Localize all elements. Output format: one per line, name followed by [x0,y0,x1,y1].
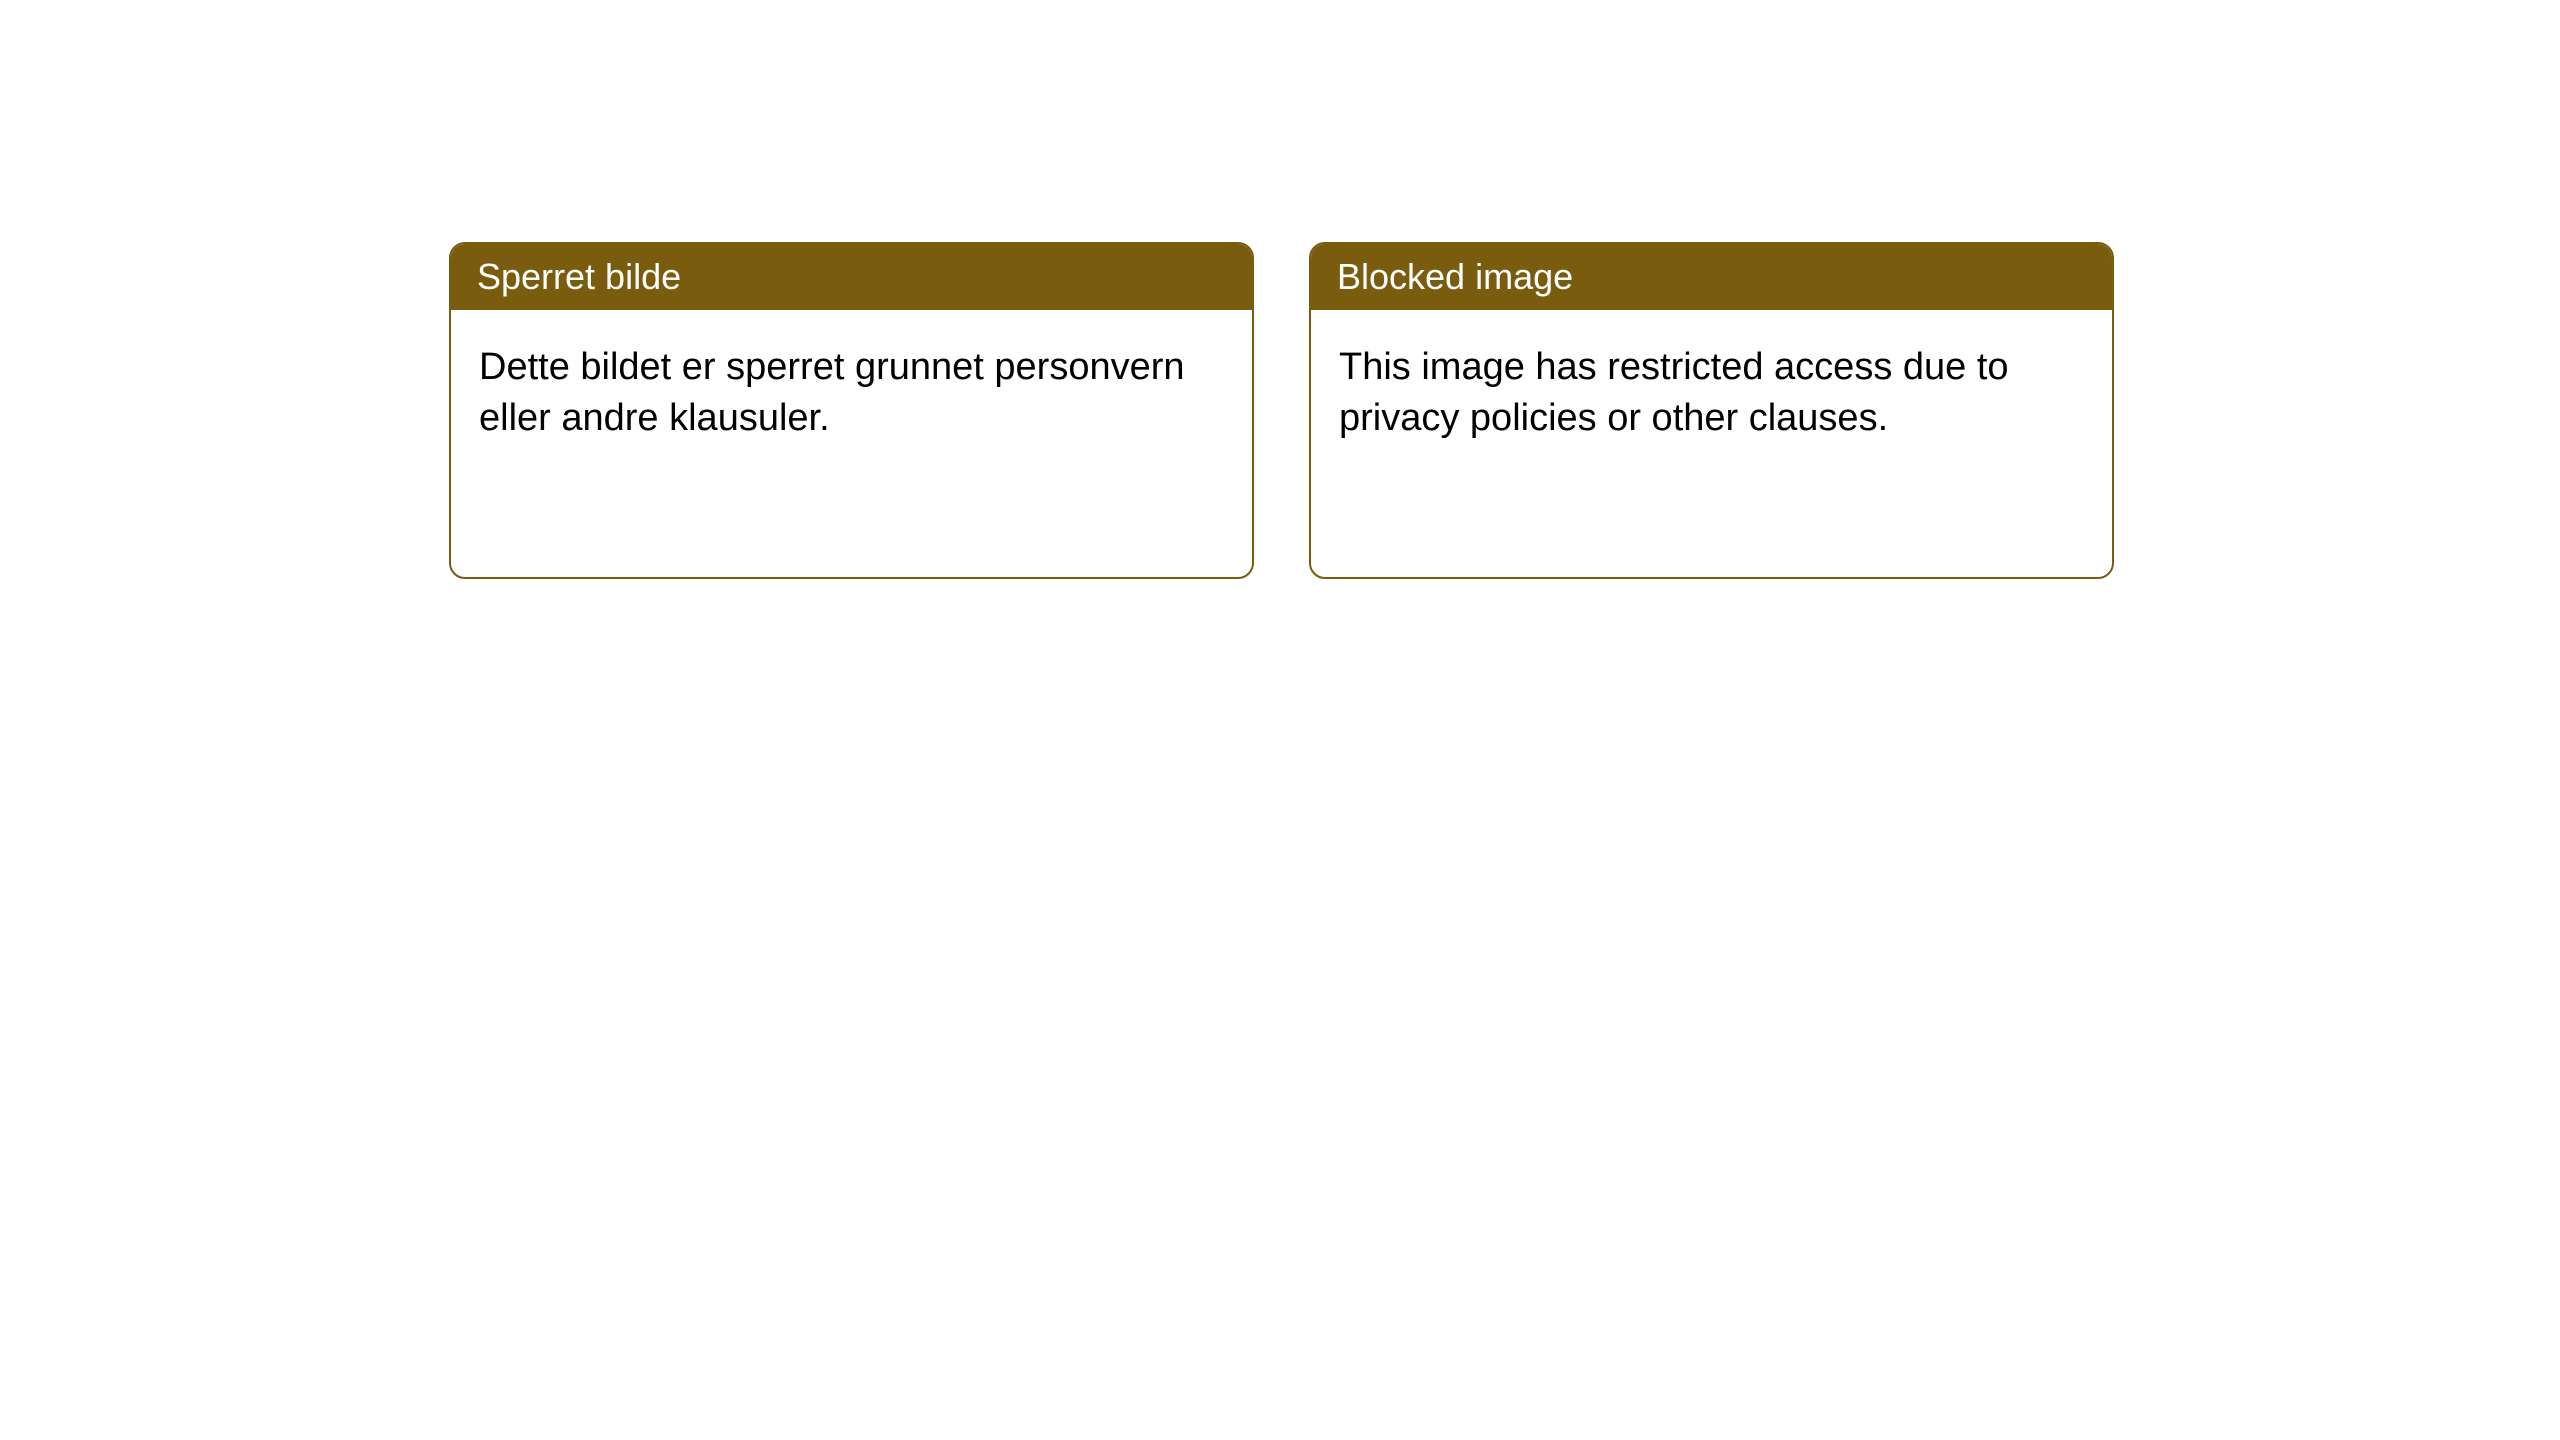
notice-card-norwegian: Sperret bilde Dette bildet er sperret gr… [449,242,1254,579]
card-title: Blocked image [1311,244,2112,310]
notice-card-english: Blocked image This image has restricted … [1309,242,2114,579]
card-title: Sperret bilde [451,244,1252,310]
card-body: This image has restricted access due to … [1311,310,2112,477]
card-body: Dette bildet er sperret grunnet personve… [451,310,1252,477]
notice-cards-container: Sperret bilde Dette bildet er sperret gr… [449,242,2114,579]
